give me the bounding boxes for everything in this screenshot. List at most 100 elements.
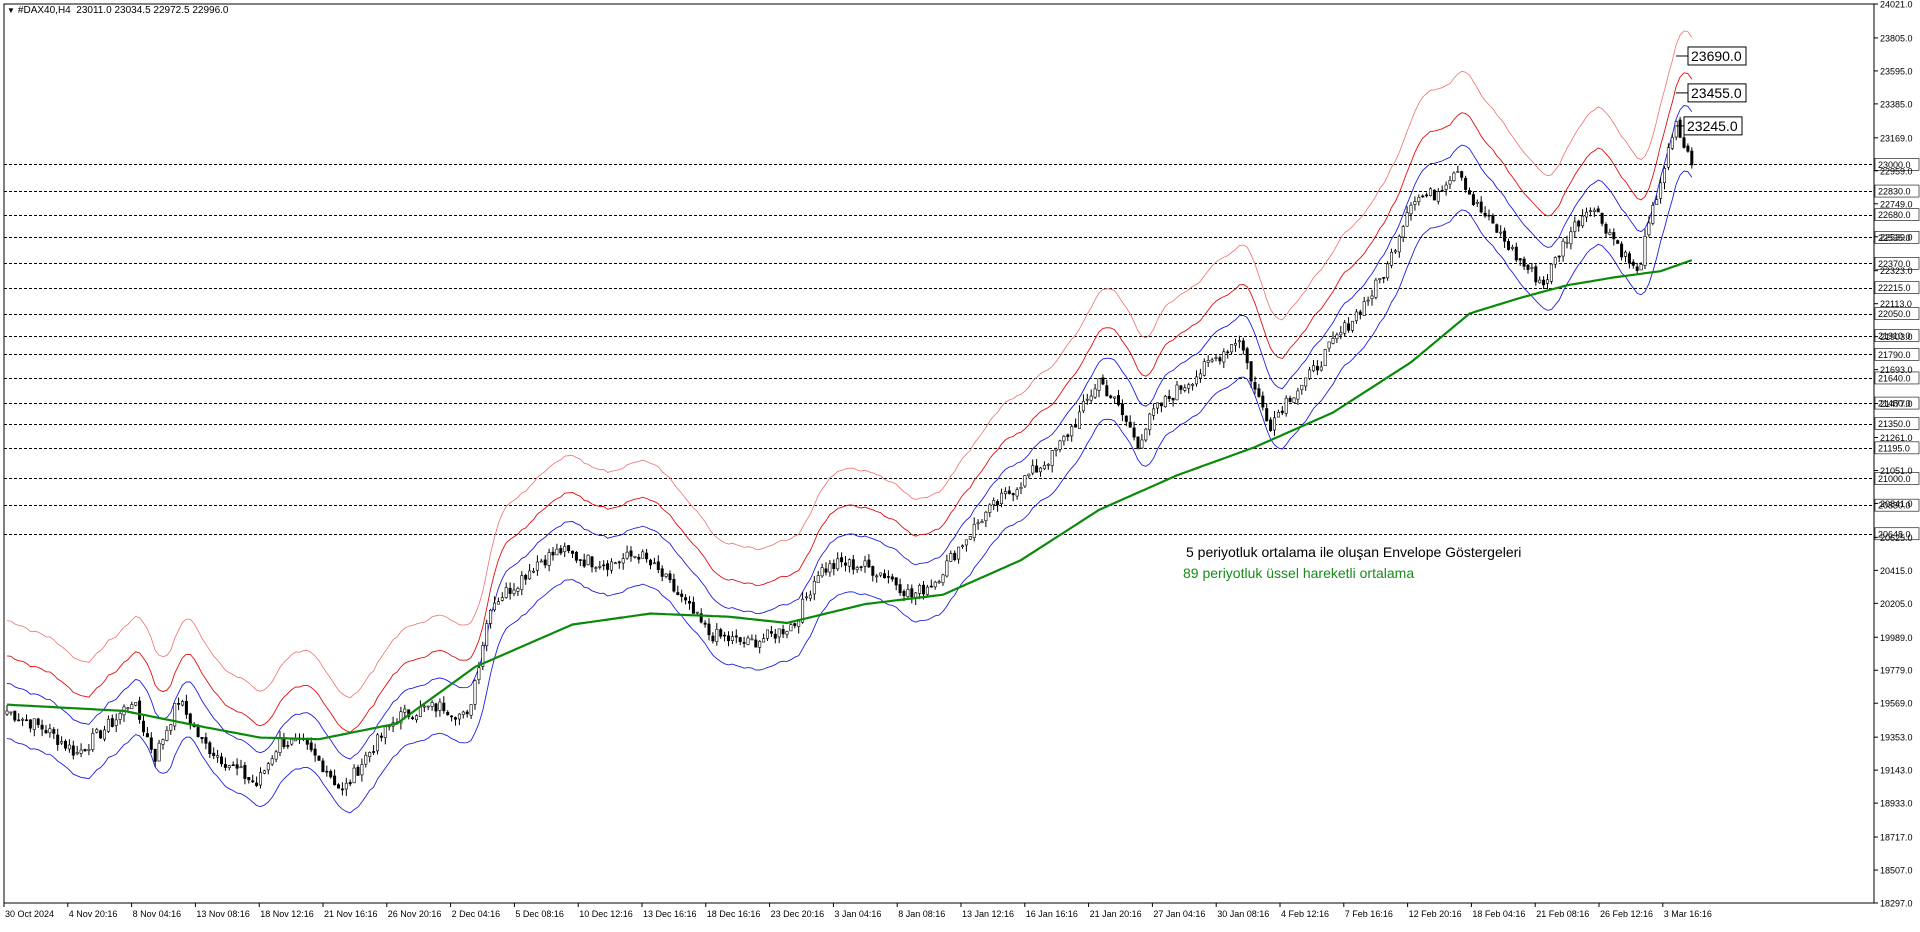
level-price-box bbox=[1874, 527, 1920, 541]
target-price-box bbox=[1683, 116, 1743, 136]
candle-body bbox=[836, 558, 840, 570]
candle-body bbox=[1319, 366, 1323, 371]
candle-body bbox=[1448, 180, 1452, 185]
candle-body bbox=[1183, 387, 1187, 391]
candle-body bbox=[1140, 439, 1144, 449]
candle-body bbox=[508, 587, 512, 594]
candle-body bbox=[1070, 426, 1074, 437]
candle-body bbox=[996, 501, 1000, 506]
candle-body bbox=[1054, 448, 1058, 451]
candle-body bbox=[1031, 465, 1035, 474]
candle-body bbox=[617, 561, 621, 564]
candle-body bbox=[126, 707, 130, 710]
candle-body bbox=[824, 568, 828, 573]
candle-body bbox=[13, 710, 17, 721]
candle-body bbox=[1620, 243, 1624, 258]
candle-body bbox=[1296, 390, 1300, 400]
y-tick-label: 19779.0 bbox=[1880, 666, 1913, 676]
candle-body bbox=[730, 636, 734, 641]
candle-body bbox=[804, 596, 808, 599]
candle-body bbox=[1627, 253, 1631, 264]
candle-body bbox=[1538, 279, 1542, 284]
candle-body bbox=[134, 702, 138, 706]
candle-body bbox=[28, 719, 32, 729]
candle-body bbox=[504, 587, 508, 598]
candle-body bbox=[910, 588, 914, 598]
candle-body bbox=[1390, 251, 1394, 266]
candle-body bbox=[547, 552, 551, 566]
level-price-label: 21790.0 bbox=[1878, 350, 1911, 360]
candle-body bbox=[570, 550, 574, 554]
candle-body bbox=[1440, 189, 1444, 192]
candle-body bbox=[1120, 403, 1124, 416]
candle-body bbox=[1066, 434, 1070, 437]
level-price-box bbox=[1874, 281, 1920, 294]
candle-body bbox=[703, 622, 707, 625]
candle-body bbox=[535, 561, 539, 571]
candle-body bbox=[1468, 190, 1472, 195]
menu-triangle-icon[interactable]: ▼ bbox=[7, 6, 15, 15]
candle-body bbox=[945, 560, 949, 577]
candle-body bbox=[1382, 277, 1386, 279]
candle-body bbox=[247, 777, 251, 781]
x-tick-label: 8 Jan 08:16 bbox=[898, 909, 945, 919]
y-tick-label: 20625.0 bbox=[1880, 533, 1913, 543]
candle-body bbox=[40, 724, 44, 730]
x-tick-label: 7 Feb 16:16 bbox=[1345, 909, 1393, 919]
candle-body bbox=[543, 559, 547, 566]
candle-body bbox=[340, 788, 344, 791]
candle-body bbox=[446, 711, 450, 716]
candle-body bbox=[1323, 349, 1327, 366]
candle-body bbox=[551, 551, 555, 556]
candle-body bbox=[793, 623, 797, 626]
candle-body bbox=[1354, 311, 1358, 322]
candle-body bbox=[1198, 373, 1202, 379]
candle-body bbox=[660, 568, 664, 577]
x-tick-label: 26 Nov 20:16 bbox=[388, 909, 442, 919]
candle-body bbox=[1690, 150, 1694, 166]
candle-body bbox=[1674, 121, 1678, 138]
x-tick-label: 3 Jan 04:16 bbox=[834, 909, 881, 919]
y-tick-label: 22539.0 bbox=[1880, 232, 1913, 242]
candle-body bbox=[364, 754, 368, 765]
candle-body bbox=[937, 581, 941, 584]
candle-body bbox=[360, 764, 364, 776]
candle-body bbox=[1429, 188, 1433, 196]
y-tick-label: 22323.0 bbox=[1880, 266, 1913, 276]
candle-body bbox=[1062, 435, 1066, 442]
target-price-label: 23245.0 bbox=[1687, 118, 1738, 134]
y-tick-label: 24021.0 bbox=[1880, 0, 1913, 10]
candle-body bbox=[777, 628, 781, 638]
candle-body bbox=[325, 770, 329, 773]
candle-body bbox=[1444, 184, 1448, 190]
candle-body bbox=[972, 524, 976, 538]
candle-body bbox=[1565, 241, 1569, 244]
candle-body bbox=[1234, 343, 1238, 346]
y-tick-label: 18297.0 bbox=[1880, 899, 1913, 909]
candle-body bbox=[539, 560, 543, 563]
level-price-label: 22830.0 bbox=[1878, 187, 1911, 197]
y-tick-label: 21261.0 bbox=[1880, 433, 1913, 443]
candle-body bbox=[106, 718, 110, 732]
candle-body bbox=[567, 545, 571, 552]
candle-body bbox=[695, 611, 699, 614]
candle-body bbox=[1678, 119, 1682, 138]
candle-body bbox=[851, 559, 855, 570]
y-tick-label: 23385.0 bbox=[1880, 99, 1913, 109]
candle-body bbox=[1304, 377, 1308, 387]
candle-body bbox=[1280, 410, 1284, 414]
candle-body bbox=[465, 711, 469, 715]
candle-body bbox=[1616, 240, 1620, 244]
candle-body bbox=[64, 740, 68, 749]
symbol-label: #DAX40,H4 bbox=[17, 5, 71, 16]
candle-body bbox=[1288, 397, 1292, 402]
candle-body bbox=[894, 577, 898, 586]
level-price-label: 21480.0 bbox=[1878, 399, 1911, 409]
candle-body bbox=[886, 576, 890, 578]
level-price-label: 21350.0 bbox=[1878, 419, 1911, 429]
candle-body bbox=[863, 560, 867, 567]
candle-body bbox=[1510, 246, 1514, 249]
candle-body bbox=[992, 500, 996, 506]
